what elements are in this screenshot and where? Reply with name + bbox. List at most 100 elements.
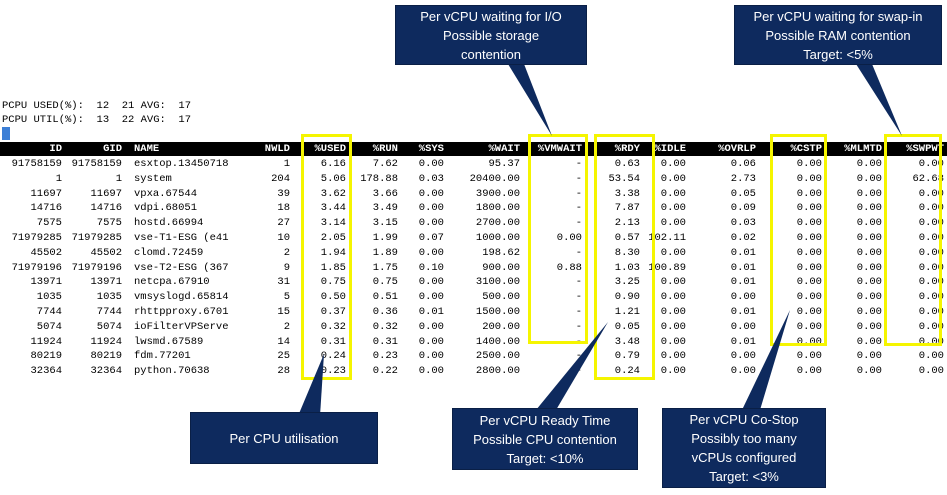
cell-swpwt: 0.00: [918, 232, 944, 244]
cell-nwld: 5: [283, 291, 290, 304]
cell-rdy: 1.03: [614, 261, 640, 274]
cell-mlmtd: 0.00: [856, 335, 882, 348]
cell-mlmtd: 0.00: [856, 365, 882, 378]
cell-ovrlp: 0.06: [730, 158, 756, 170]
cell-used: 5.06: [320, 172, 346, 185]
cell-mlmtd: 0.00: [856, 187, 882, 200]
cell-used: 0.24: [320, 350, 346, 363]
cell-id: 7744: [36, 306, 62, 318]
cell-ovrlp: 0.05: [730, 187, 756, 200]
cell-gid: 14716: [90, 202, 122, 215]
cell-ovrlp: 0.01: [730, 335, 756, 348]
cell-mlmtd: 0.00: [856, 291, 882, 304]
cell-used: 0.75: [320, 276, 346, 289]
cell-cstp: 0.00: [796, 172, 822, 185]
cell-sys: 0.00: [418, 291, 444, 304]
cell-vmwait: -: [575, 172, 582, 185]
cell-idle: 0.00: [660, 217, 686, 230]
cell-id: 80219: [30, 350, 62, 363]
cell-idle: 0.00: [660, 306, 686, 318]
cell-run: 3.66: [372, 187, 398, 200]
cell-swpwt: 0.00: [918, 202, 944, 215]
cell-swpwt: 0.00: [918, 217, 944, 230]
cell-nwld: 204: [271, 172, 290, 185]
cell-run: 7.62: [372, 158, 398, 170]
cell-vmwait: -: [575, 320, 582, 333]
cell-wait: 2500.00: [475, 350, 520, 363]
rdy-column-highlight: [594, 134, 655, 380]
cell-nwld: 2: [283, 320, 290, 333]
cell-gid: 45502: [90, 246, 122, 259]
cell-id: 5074: [36, 320, 62, 333]
cell-swpwt: 0.00: [918, 158, 944, 170]
callout-cstp: Per vCPU Co-Stop Possibly too many vCPUs…: [662, 408, 826, 488]
cell-ovrlp: 0.02: [730, 232, 756, 244]
cell-run: 0.22: [372, 365, 398, 378]
cell-rdy: 0.05: [614, 320, 640, 333]
cell-id: 1: [55, 172, 62, 185]
cell-run: 1.75: [372, 261, 398, 274]
column-header-cstp: %CSTP: [790, 143, 822, 155]
cell-swpwt: 0.00: [918, 276, 944, 289]
callout-cstp-line-1: Per vCPU Co-Stop: [689, 412, 799, 427]
cell-run: 178.88: [360, 172, 398, 185]
cell-id: 1035: [36, 291, 62, 304]
cell-id: 32364: [30, 365, 62, 378]
cell-nwld: 9: [283, 261, 290, 274]
callout-used: Per CPU utilisation: [190, 412, 378, 464]
cell-name: vdpi.68051: [134, 202, 198, 215]
cell-name: clomd.72459: [134, 246, 204, 259]
cell-name: vse-T1-ESG (e41: [134, 232, 229, 244]
column-header-rdy: %RDY: [614, 143, 640, 155]
cell-ovrlp: 0.00: [730, 350, 756, 363]
cell-rdy: 53.54: [608, 172, 640, 185]
cell-name: vpxa.67544: [134, 187, 198, 200]
cell-nwld: 1: [283, 158, 290, 170]
vmwait-column-highlight: [528, 134, 588, 344]
cell-ovrlp: 0.01: [730, 246, 756, 259]
cell-sys: 0.00: [418, 217, 444, 230]
cell-run: 0.32: [372, 320, 398, 333]
cell-mlmtd: 0.00: [856, 261, 882, 274]
cell-used: 3.62: [320, 187, 346, 200]
cell-name: netcpa.67910: [134, 276, 210, 289]
cstp-column-highlight: [770, 134, 827, 346]
cell-used: 0.37: [320, 306, 346, 318]
column-header-sys: %SYS: [418, 143, 444, 155]
cell-run: 1.99: [372, 232, 398, 244]
cell-idle: 0.00: [660, 158, 686, 170]
column-header-run: %RUN: [372, 143, 398, 155]
cell-vmwait: -: [575, 217, 582, 230]
column-header-id: ID: [49, 143, 62, 155]
callout-used-line-1: Per CPU utilisation: [229, 430, 339, 446]
cell-wait: 95.37: [488, 158, 520, 170]
cell-idle: 102.11: [648, 232, 686, 244]
cell-cstp: 0.00: [796, 202, 822, 215]
cell-mlmtd: 0.00: [856, 350, 882, 363]
cell-swpwt: 0.00: [918, 365, 944, 378]
cell-rdy: 7.87: [614, 202, 640, 215]
cell-name: vmsyslogd.65814: [134, 291, 229, 304]
cell-nwld: 25: [277, 350, 290, 363]
cell-rdy: 0.63: [614, 158, 640, 170]
cell-swpwt: 0.00: [918, 291, 944, 304]
cell-idle: 100.89: [648, 261, 686, 274]
cell-used: 0.23: [320, 365, 346, 378]
cell-run: 0.36: [372, 306, 398, 318]
cell-idle: 0.00: [660, 172, 686, 185]
cell-ovrlp: 0.01: [730, 276, 756, 289]
cell-gid: 71979196: [71, 261, 122, 274]
callout-cstp-line-2: Possibly too many: [691, 431, 797, 446]
cell-name: hostd.66994: [134, 217, 204, 230]
cell-sys: 0.07: [418, 232, 444, 244]
cell-swpwt: 0.00: [918, 306, 944, 318]
cell-mlmtd: 0.00: [856, 202, 882, 215]
cell-nwld: 18: [277, 202, 290, 215]
cell-mlmtd: 0.00: [856, 172, 882, 185]
column-header-bar: [0, 142, 947, 156]
cell-used: 0.31: [320, 335, 346, 348]
cell-sys: 0.10: [418, 261, 444, 274]
cell-sys: 0.01: [418, 306, 444, 318]
cell-gid: 7744: [96, 306, 122, 318]
